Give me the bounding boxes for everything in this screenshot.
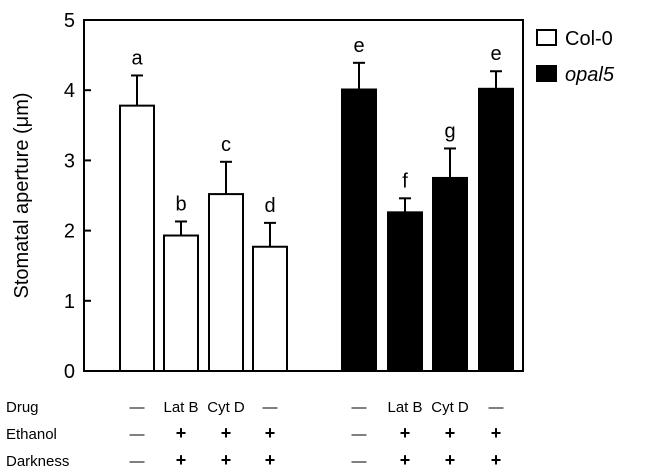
treatment-table: Drug — Lat B Cyt D — — Lat B Cyt D — Ethanol — + + + —…	[6, 399, 504, 470]
legend-swatch-0	[536, 29, 557, 46]
treatment-cell: +	[491, 450, 502, 470]
legend-swatch-1	[536, 65, 557, 82]
bar-col-0-0	[119, 104, 155, 372]
treatment-cell: +	[176, 450, 187, 470]
bar-col-0-2	[208, 193, 244, 372]
significance-letter: e	[353, 35, 364, 57]
axes: 0 1 2 3 4 5 Stomatal aperture (μm)	[11, 10, 524, 383]
treatment-cell: +	[265, 423, 276, 443]
bar-opal5-3	[478, 87, 514, 373]
significance-letter: g	[444, 120, 455, 142]
treatment-cell: Lat B	[163, 399, 198, 416]
treatment-cell: —	[352, 426, 367, 443]
treatment-cell: +	[400, 450, 411, 470]
legend: Col-0 opal5	[536, 28, 615, 86]
treatment-row-label: Drug	[6, 399, 39, 416]
treatment-cell: Cyt D	[207, 399, 245, 416]
y-tick-label: 0	[64, 361, 75, 383]
legend-label: opal5	[565, 64, 615, 86]
y-axis-label: Stomatal aperture (μm)	[11, 92, 33, 298]
treatment-cell: Cyt D	[431, 399, 469, 416]
significance-letter: f	[402, 170, 408, 192]
treatment-row-label: Darkness	[6, 453, 69, 470]
bar-opal5-2	[432, 176, 468, 372]
significance-letter: b	[175, 193, 186, 215]
treatment-cell: —	[130, 426, 145, 443]
treatment-row-label: Ethanol	[6, 426, 57, 443]
treatment-cell: +	[221, 423, 232, 443]
bars: a b c d e f g e	[119, 35, 514, 373]
bar-opal5-0	[341, 88, 377, 373]
legend-label: Col-0	[565, 28, 613, 50]
treatment-cell: +	[491, 423, 502, 443]
treatment-cell: +	[445, 450, 456, 470]
treatment-cell: +	[221, 450, 232, 470]
treatment-cell: —	[263, 399, 278, 416]
treatment-cell: Lat B	[387, 399, 422, 416]
y-tick-label: 4	[64, 80, 75, 102]
significance-letter: d	[264, 195, 275, 217]
bar-col-0-1	[163, 234, 199, 372]
y-tick-label: 3	[64, 150, 75, 172]
y-tick-label: 5	[64, 10, 75, 32]
treatment-cell: +	[265, 450, 276, 470]
y-tick-label: 1	[64, 291, 75, 313]
bar-col-0-3	[252, 245, 288, 372]
significance-letter: e	[490, 43, 501, 65]
treatment-cell: —	[489, 399, 504, 416]
bar-opal5-1	[387, 211, 423, 372]
plot-frame	[83, 19, 524, 372]
significance-letter: a	[131, 47, 143, 69]
treatment-cell: +	[176, 423, 187, 443]
treatment-cell: +	[445, 423, 456, 443]
significance-letter: c	[221, 134, 231, 156]
treatment-cell: —	[352, 399, 367, 416]
treatment-cell: —	[352, 453, 367, 470]
treatment-cell: —	[130, 453, 145, 470]
y-tick-label: 2	[64, 221, 75, 243]
treatment-cell: +	[400, 423, 411, 443]
treatment-cell: —	[130, 399, 145, 416]
